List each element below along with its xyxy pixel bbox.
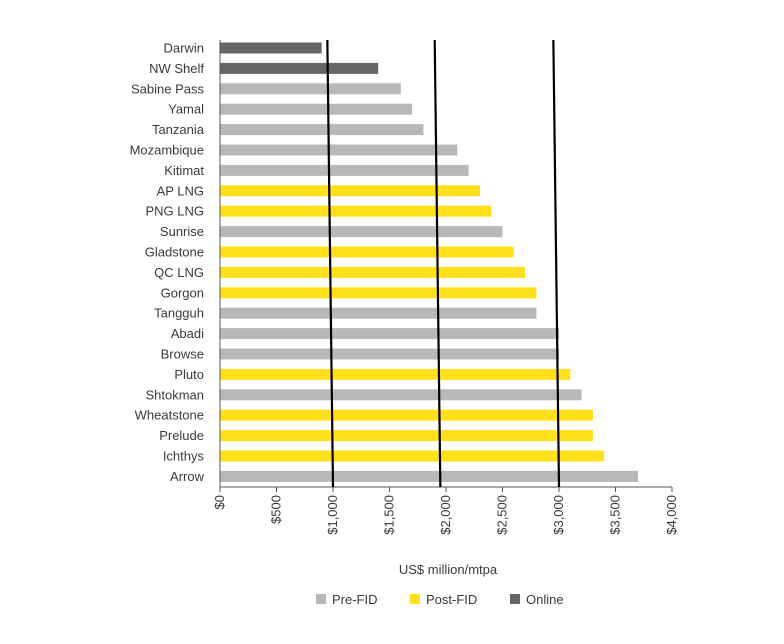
category-label-tangguh: Tangguh (154, 306, 204, 321)
bar-wheatstone (220, 409, 593, 421)
category-label-tanzania: Tanzania (152, 122, 205, 137)
bar-arrow (220, 470, 639, 482)
x-axis: $0 $500 $1,000 $1,500 $2,000 $2,500 $3,000 $3,5… (212, 40, 679, 535)
x-tick-label: $2,500 (495, 495, 510, 535)
bar-ichthys (220, 450, 605, 462)
category-label-prelude: Prelude (159, 428, 204, 443)
bar-shtokman (220, 389, 582, 401)
category-label-shtokman: Shtokman (145, 387, 204, 402)
category-label-abadi: Abadi (171, 326, 204, 341)
trend-line (326, 39, 335, 488)
x-tick-label: $500 (269, 495, 284, 524)
category-label-yamal: Yamal (168, 102, 204, 117)
category-label-nw-shelf: NW Shelf (149, 61, 204, 76)
category-label-arrow: Arrow (170, 469, 205, 484)
trend-line (552, 39, 561, 488)
category-label-ichthys: Ichthys (163, 449, 205, 464)
x-tick-label: $0 (212, 495, 227, 509)
trend-lines (326, 39, 561, 488)
category-label-darwin: Darwin (164, 41, 204, 56)
category-label-gladstone: Gladstone (145, 245, 204, 260)
x-axis-title: US$ million/mtpa (399, 562, 498, 577)
bar-browse (220, 348, 559, 360)
category-labels: Darwin NW Shelf Sabine Pass Yamal Tanzania Mo… (130, 41, 205, 484)
category-label-gorgon: Gorgon (161, 285, 204, 300)
x-tick-label: $4,000 (664, 495, 679, 535)
category-label-wheatstone: Wheatstone (135, 408, 204, 423)
trend-line (433, 39, 442, 488)
x-tick-label: $1,000 (325, 495, 340, 535)
legend: Pre-FID Post-FID Online (316, 592, 564, 607)
bar-darwin (220, 42, 322, 54)
bar-ap-lng (220, 185, 480, 197)
bar-pluto (220, 368, 571, 380)
category-label-sunrise: Sunrise (160, 224, 204, 239)
x-tick-label: $2,000 (438, 495, 453, 535)
bar-tanzania (220, 124, 424, 136)
category-label-browse: Browse (161, 347, 204, 362)
bar-yamal (220, 103, 413, 115)
category-label-qc-lng: QC LNG (154, 265, 204, 280)
bars-layer (220, 42, 639, 482)
category-label-png-lng: PNG LNG (145, 204, 204, 219)
bar-kitimat (220, 164, 469, 176)
x-tick-label: $3,000 (551, 495, 566, 535)
legend-label-online: Online (526, 592, 564, 607)
legend-label-post: Post-FID (426, 592, 477, 607)
category-label-pluto: Pluto (174, 367, 204, 382)
x-tick-label: $1,500 (382, 495, 397, 535)
category-label-ap-lng: AP LNG (157, 183, 204, 198)
category-label-sabine-pass: Sabine Pass (131, 81, 204, 96)
bar-abadi (220, 328, 559, 340)
category-label-mozambique: Mozambique (130, 143, 204, 158)
bar-gladstone (220, 246, 514, 258)
legend-swatch-pre (316, 594, 326, 604)
legend-label-pre: Pre-FID (332, 592, 378, 607)
bar-sabine-pass (220, 83, 401, 95)
bar-mozambique (220, 144, 458, 156)
bar-qc-lng (220, 266, 526, 278)
category-label-kitimat: Kitimat (164, 163, 204, 178)
legend-swatch-post (410, 594, 420, 604)
bar-prelude (220, 430, 593, 442)
x-tick-label: $3,500 (608, 495, 623, 535)
bar-gorgon (220, 287, 537, 299)
bar-tangguh (220, 307, 537, 319)
bar-png-lng (220, 205, 492, 217)
bar-nw-shelf (220, 62, 379, 74)
legend-swatch-online (510, 594, 520, 604)
bar-sunrise (220, 226, 503, 238)
